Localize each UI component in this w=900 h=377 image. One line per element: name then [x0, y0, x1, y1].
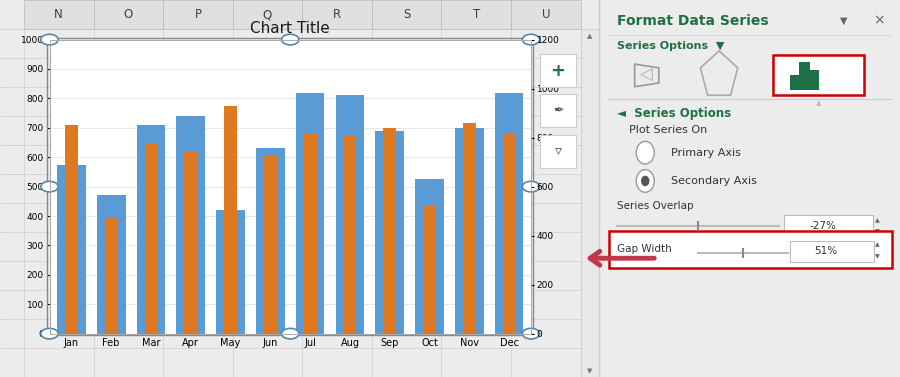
- Bar: [104, 219, 118, 334]
- Text: +: +: [551, 62, 565, 80]
- Text: ▲: ▲: [587, 33, 592, 39]
- Text: ▲: ▲: [875, 218, 880, 223]
- Bar: [799, 62, 810, 90]
- Bar: [47, 38, 534, 335]
- Text: -27%: -27%: [810, 221, 837, 231]
- Bar: [97, 195, 125, 334]
- Bar: [503, 133, 516, 334]
- Bar: [790, 241, 875, 262]
- Circle shape: [522, 181, 540, 192]
- Bar: [336, 95, 364, 334]
- Text: ▼: ▼: [587, 368, 592, 374]
- Text: Q: Q: [263, 8, 272, 21]
- Bar: [57, 165, 86, 334]
- Bar: [580, 29, 598, 377]
- Bar: [423, 206, 436, 334]
- Circle shape: [40, 328, 58, 339]
- Text: ×: ×: [873, 14, 885, 28]
- Bar: [163, 0, 233, 29]
- Text: Series Overlap: Series Overlap: [616, 201, 693, 211]
- Text: R: R: [333, 8, 341, 21]
- Bar: [773, 55, 864, 95]
- Text: ✒: ✒: [553, 104, 563, 117]
- Bar: [304, 133, 317, 334]
- Bar: [455, 128, 483, 334]
- Text: 51%: 51%: [814, 247, 838, 256]
- Bar: [441, 0, 511, 29]
- Text: P: P: [194, 8, 202, 21]
- Bar: [65, 126, 77, 334]
- Text: Gap Width: Gap Width: [616, 244, 671, 254]
- Bar: [184, 152, 197, 334]
- Text: ◄  Series Options: ◄ Series Options: [616, 107, 731, 120]
- Text: Primary Axis: Primary Axis: [670, 148, 741, 158]
- Bar: [94, 0, 163, 29]
- Bar: [790, 75, 800, 90]
- Circle shape: [522, 328, 540, 339]
- Circle shape: [641, 176, 650, 186]
- Text: T: T: [472, 8, 480, 21]
- Bar: [495, 92, 524, 334]
- Bar: [784, 215, 873, 237]
- Bar: [808, 70, 819, 90]
- Bar: [24, 0, 94, 29]
- Text: ◁: ◁: [641, 66, 653, 84]
- Text: ▿: ▿: [554, 144, 562, 158]
- Bar: [302, 0, 372, 29]
- Bar: [216, 210, 245, 334]
- Bar: [256, 149, 284, 334]
- Title: Chart Title: Chart Title: [250, 21, 330, 36]
- Bar: [511, 0, 580, 29]
- Text: ▲: ▲: [816, 100, 822, 106]
- Bar: [372, 0, 441, 29]
- Bar: [233, 0, 302, 29]
- Bar: [296, 92, 325, 334]
- Text: O: O: [123, 8, 133, 21]
- Bar: [137, 125, 166, 334]
- Circle shape: [636, 170, 654, 192]
- Text: Secondary Axis: Secondary Axis: [670, 176, 757, 186]
- Text: ▼: ▼: [875, 229, 880, 234]
- Text: ▼: ▼: [875, 254, 880, 260]
- Text: N: N: [54, 8, 63, 21]
- Bar: [176, 116, 205, 334]
- Circle shape: [40, 181, 58, 192]
- Bar: [415, 179, 444, 334]
- Bar: [463, 123, 476, 334]
- Bar: [609, 231, 893, 268]
- Bar: [344, 135, 356, 334]
- Text: Plot Series On: Plot Series On: [628, 125, 706, 135]
- Bar: [383, 128, 396, 334]
- Circle shape: [282, 34, 299, 45]
- Bar: [375, 131, 404, 334]
- Bar: [224, 106, 237, 334]
- Circle shape: [636, 141, 654, 164]
- Bar: [145, 143, 158, 334]
- Circle shape: [522, 34, 540, 45]
- Circle shape: [40, 34, 58, 45]
- Bar: [264, 155, 276, 334]
- Text: ▲: ▲: [875, 242, 880, 248]
- Text: ▼: ▼: [840, 16, 847, 26]
- Circle shape: [282, 328, 299, 339]
- Text: U: U: [542, 8, 550, 21]
- Text: S: S: [403, 8, 410, 21]
- Text: Format Data Series: Format Data Series: [616, 14, 769, 28]
- Text: Series Options  ▼: Series Options ▼: [616, 41, 724, 51]
